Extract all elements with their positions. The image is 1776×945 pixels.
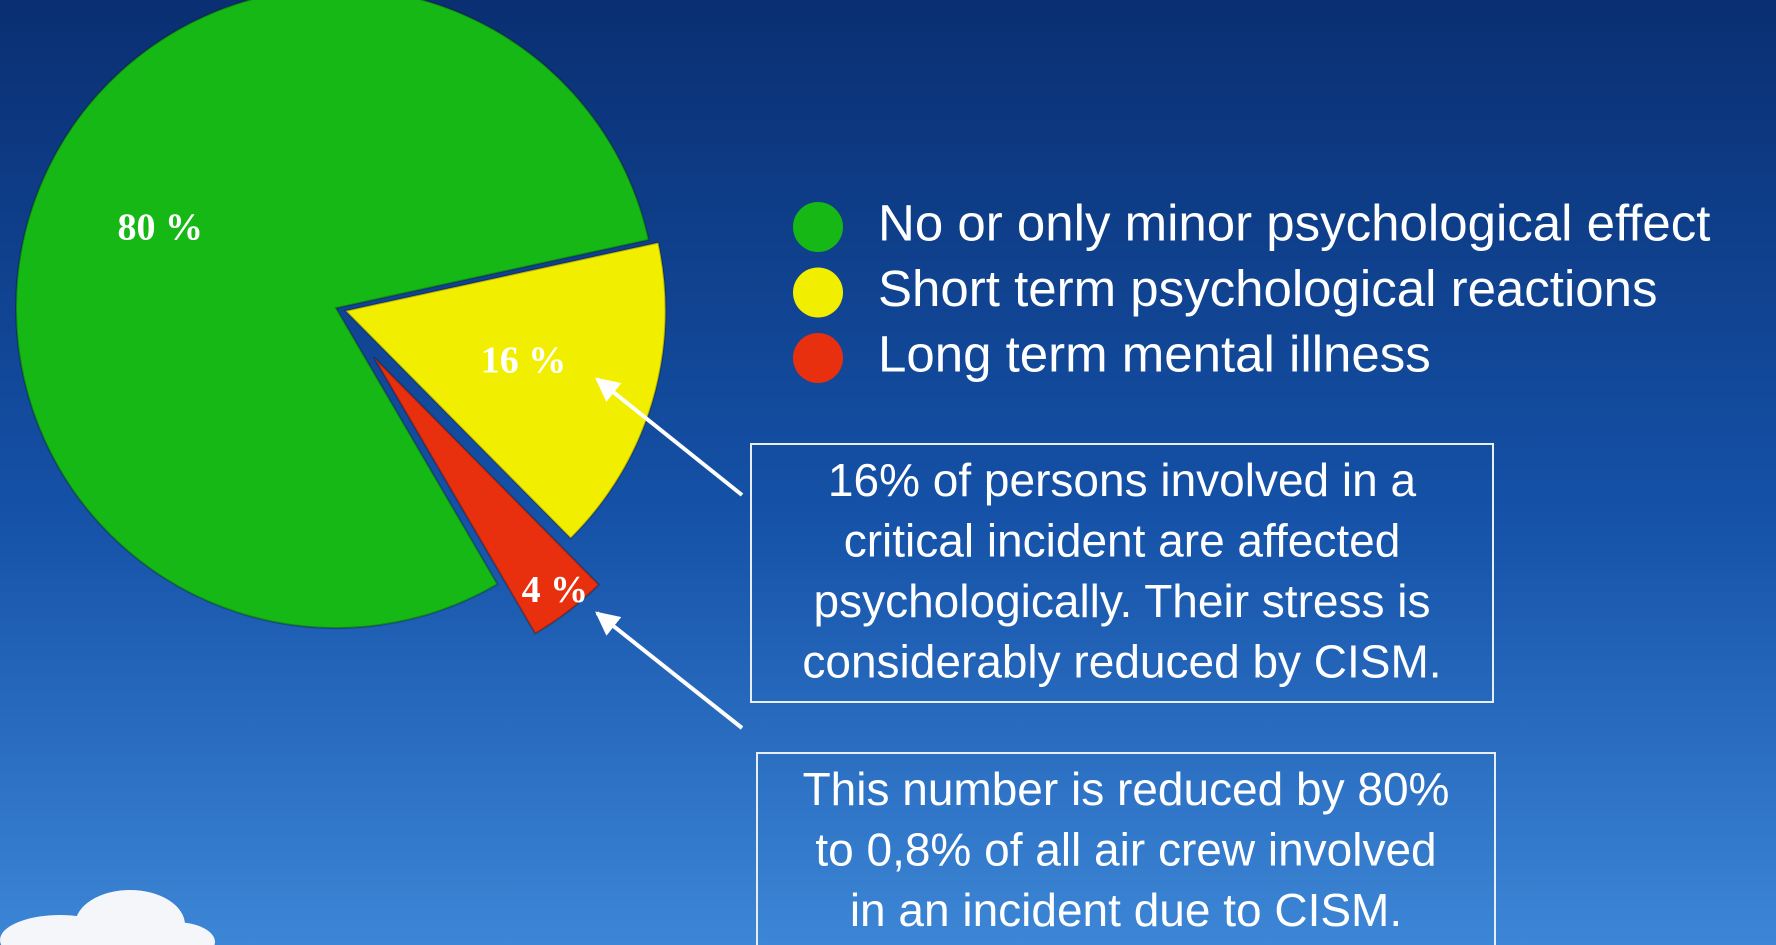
legend-label: Long term mental illness: [878, 325, 1431, 382]
annotation-line: considerably reduced by CISM.: [802, 636, 1441, 688]
annotation-line: critical incident are affected: [844, 515, 1401, 567]
slice-label: 16 %: [481, 339, 567, 381]
legend-label: No or only minor psychological effect: [878, 194, 1710, 251]
annotation-line: 16% of persons involved in a: [828, 454, 1417, 506]
legend-swatch: [793, 333, 843, 383]
annotation-line: to 0,8% of all air crew involved: [815, 824, 1436, 876]
annotation-line: in an incident due to CISM.: [850, 884, 1402, 936]
slice-label: 80 %: [117, 207, 203, 249]
legend-swatch: [793, 202, 843, 252]
legend-label: Short term psychological reactions: [878, 260, 1658, 317]
slice-label: 4 %: [522, 569, 589, 611]
legend-swatch: [793, 268, 843, 318]
annotation-line: This number is reduced by 80%: [803, 763, 1450, 815]
annotation-line: psychologically. Their stress is: [814, 575, 1431, 627]
slide: 80 % 16 % 4 % No or only minor psychologic…: [0, 0, 1776, 945]
